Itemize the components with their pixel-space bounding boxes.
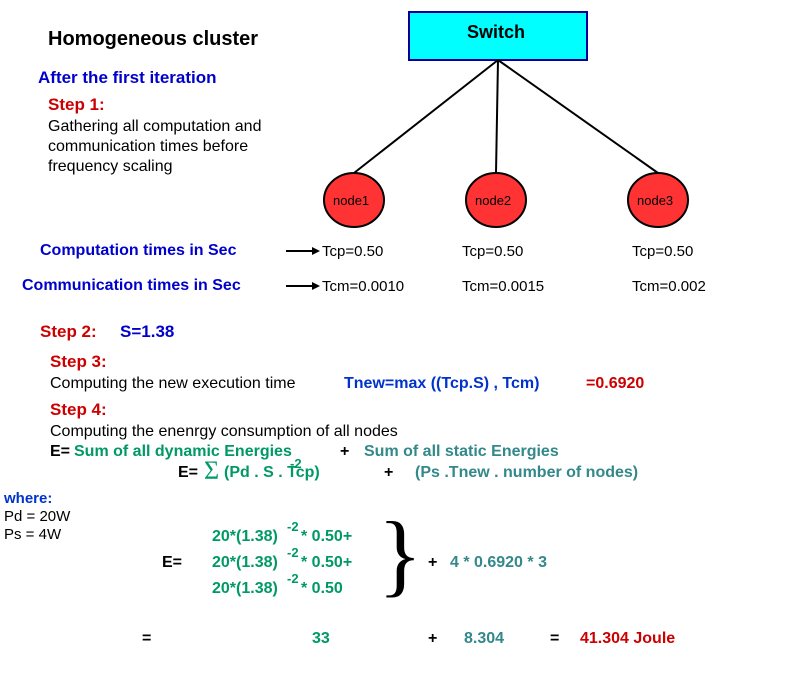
formula-stat-body: (Ps .Tnew . number of nodes) [415,464,638,482]
calc-row2b: * 0.50+ [301,554,352,572]
step3-result: =0.6920 [586,375,644,393]
calc-plus2: + [428,630,437,648]
node3-label: node3 [637,193,673,208]
step3-header: Step 3: [50,352,107,372]
calc-plus: + [428,554,437,572]
calc-stat: 4 * 0.6920 * 3 [450,554,547,572]
node1-tcp: Tcp=0.50 [322,243,383,260]
calc-row2-sup: -2 [287,545,299,560]
calc-final: 41.304 Joule [580,630,675,648]
subtitle: After the first iteration [38,68,217,88]
node1-tcm: Tcm=0.0010 [322,278,404,295]
where-label: where: [4,490,52,507]
calc-eq2: = [550,630,559,648]
step4-desc: Computing the enenrgy consumption of all… [50,423,398,441]
formula-lhs: E= [178,464,198,482]
brace-icon: } [378,503,422,605]
calc-row1-sup: -2 [287,519,299,534]
step1-desc3: frequency scaling [48,158,173,176]
calc-row3b: * 0.50 [301,580,343,598]
step2-value: S=1.38 [120,322,174,342]
node1-label: node1 [333,193,369,208]
comm-label: Communication times in Sec [22,277,241,295]
calc-eq1: = [142,630,151,648]
step1-header: Step 1: [48,95,105,115]
node2-tcm: Tcm=0.0015 [462,278,544,295]
calc-row1a: 20*(1.38) [212,528,278,546]
edge-2 [496,60,498,173]
node3-tcp: Tcp=0.50 [632,243,693,260]
step1-desc2: communication times before [48,138,248,156]
calc-stat-result: 8.304 [464,630,504,648]
formula-plus: + [384,464,393,482]
title: Homogeneous cluster [48,28,258,51]
step2-header: Step 2: [40,322,97,342]
step4-stat: Sum of all static Energies [364,443,559,461]
calc-row3-sup: -2 [287,571,299,586]
arrow-comp-head [312,247,320,255]
edge-3 [498,60,658,173]
formula-dyn-sup: -2 [290,456,302,471]
where-pd: Pd = 20W [4,508,70,525]
switch-label: Switch [467,22,525,43]
comp-label: Computation times in Sec [40,242,236,260]
node2-label: node2 [475,193,511,208]
edge-1 [354,60,498,173]
calc-lhs: E= [162,554,182,572]
node3-tcm: Tcm=0.002 [632,278,706,295]
calc-row1b: * 0.50+ [301,528,352,546]
where-ps: Ps = 4W [4,526,61,543]
step1-desc1: Gathering all computation and [48,118,261,136]
node2-tcp: Tcp=0.50 [462,243,523,260]
cluster-diagram: Σ } [0,0,800,698]
calc-dyn-result: 33 [312,630,330,648]
step4-prefix: E= [50,443,70,461]
step4-header: Step 4: [50,400,107,420]
arrow-comm-head [312,282,320,290]
step4-plus: + [340,443,349,461]
calc-row2a: 20*(1.38) [212,554,278,572]
step3-desc: Computing the new execution time [50,375,295,393]
step4-dyn: Sum of all dynamic Energies [74,443,292,461]
formula-dyn-body: (Pd . S . Tcp) [224,464,320,482]
step3-formula: Tnew=max ((Tcp.S) , Tcm) [344,375,539,393]
calc-row3a: 20*(1.38) [212,580,278,598]
